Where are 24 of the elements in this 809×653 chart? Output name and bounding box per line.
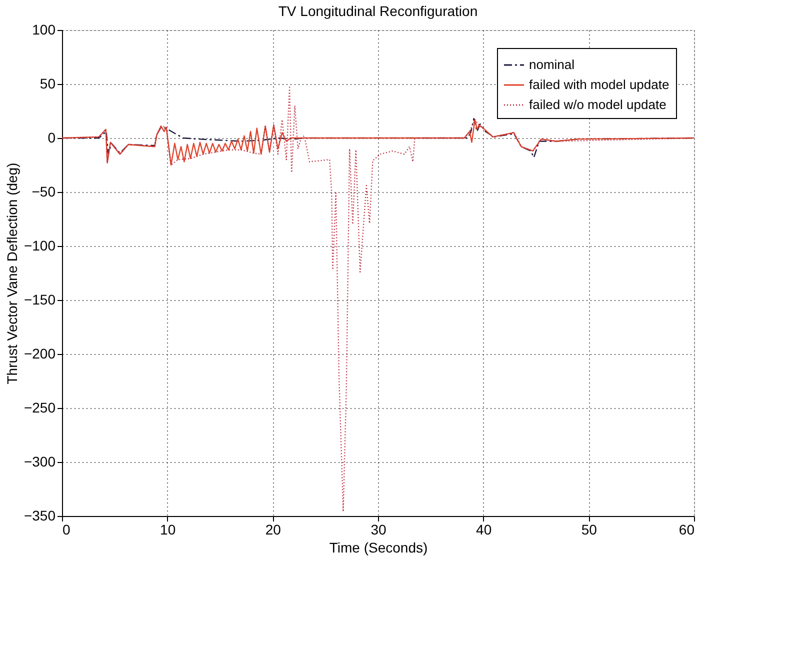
x-tick-label: 0 <box>62 522 70 538</box>
x-tick-label: 20 <box>265 522 282 538</box>
legend-label: failed w/o model update <box>529 97 666 112</box>
y-tick-label: −150 <box>24 292 56 308</box>
y-tick-label: 50 <box>40 76 56 92</box>
x-tick-label: 30 <box>370 522 386 538</box>
y-tick-label: −200 <box>24 346 56 362</box>
y-tick-label: 100 <box>32 22 56 38</box>
y-tick-label: −350 <box>24 508 56 524</box>
y-tick-label: −300 <box>24 454 56 470</box>
y-tick-label: −50 <box>32 184 56 200</box>
x-axis-title: Time (Seconds) <box>329 540 428 556</box>
x-tick-label: 40 <box>476 522 492 538</box>
x-tick-label: 60 <box>678 522 695 538</box>
y-axis-title: Thrust Vector Vane Deflection (deg) <box>4 162 20 384</box>
x-tick-label: 50 <box>581 522 598 538</box>
y-tick-label: −250 <box>24 400 56 416</box>
legend-label: nominal <box>529 57 575 72</box>
y-tick-label: 0 <box>48 130 56 146</box>
chart-title: TV Longitudinal Reconfiguration <box>278 3 478 19</box>
x-tick-label: 10 <box>160 522 176 538</box>
y-tick-label: −100 <box>24 238 56 254</box>
legend-label: failed with model update <box>529 77 670 92</box>
line-series <box>62 119 694 166</box>
